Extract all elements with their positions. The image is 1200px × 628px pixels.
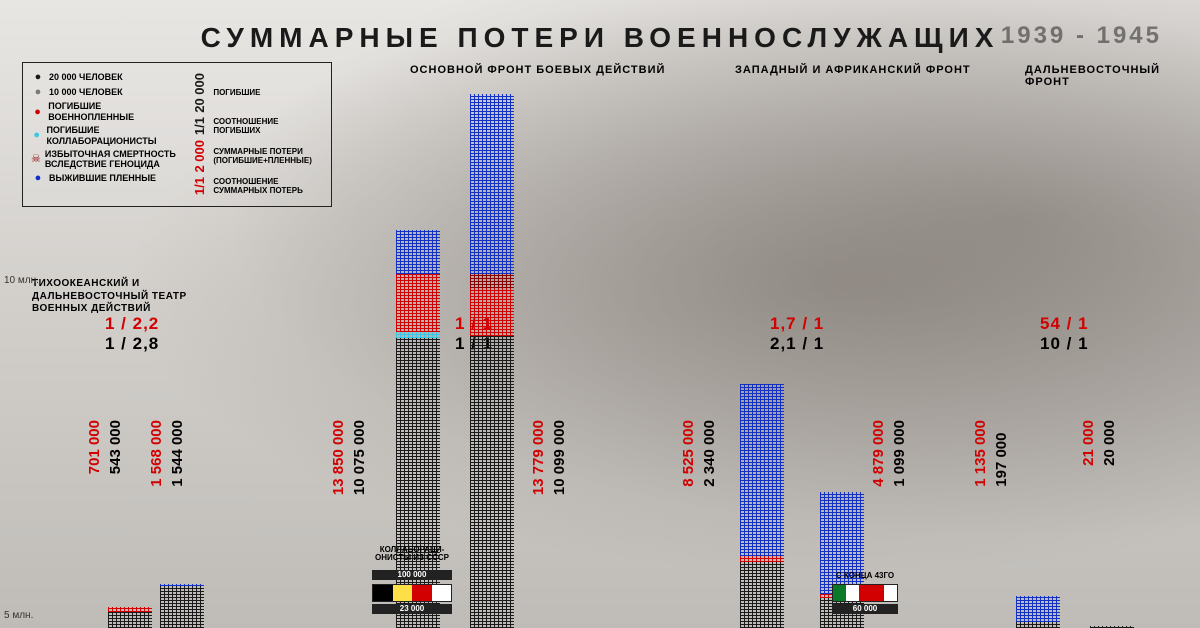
legend-sublabel: СООТНОШЕНИЕ СУММАРНЫХ ПОТЕРЬ [213, 177, 309, 196]
bar-segment [470, 274, 514, 288]
legend-label: 20 000 ЧЕЛОВЕК [49, 72, 123, 83]
legend-sublabel: СООТНОШЕНИЕ ПОГИБШИХ [213, 117, 309, 136]
legend-icon: ● [31, 71, 45, 84]
bar-segment [740, 384, 784, 556]
legend-icon: ☠ [31, 153, 41, 166]
value-black: 10 075 000 [351, 420, 368, 495]
bar-segment [1016, 622, 1060, 628]
collab-bottom: 23 000 [372, 604, 452, 614]
bar-stack [820, 88, 864, 628]
value-black: 1 099 000 [891, 420, 908, 487]
bar-segment [740, 562, 784, 628]
collab-flags [372, 584, 452, 602]
value-black: 10 099 000 [551, 420, 568, 495]
bar-stack [160, 88, 204, 628]
collab-top: 100 000 [372, 570, 452, 580]
bar-segment [396, 230, 440, 274]
legend-icon: ● [31, 172, 45, 185]
bar-segment [470, 94, 514, 274]
bar-stack [740, 88, 784, 628]
section-title: ЗАПАДНЫЙ И АФРИКАНСКИЙ ФРОНТ [735, 64, 971, 76]
years-label: 1939 - 1945 [1001, 22, 1162, 50]
bar-stack [108, 88, 152, 628]
value-red: 8 525 000 [680, 420, 697, 487]
value-black: 197 000 [993, 420, 1010, 487]
value-black: 2 340 000 [701, 420, 718, 487]
section-title: ДАЛЬНЕВОСТОЧНЫЙ ФРОНТ [1025, 64, 1200, 88]
legend-icon: ● [31, 106, 44, 119]
legend-sublabel: СУММАРНЫЕ ПОТЕРИ (ПОГИБШИЕ+ПЛЕННЫЕ) [213, 147, 309, 166]
flag43-label: С КОНЦА 43ГО [832, 572, 898, 580]
bar-stack [1090, 88, 1134, 628]
bar-stack [470, 88, 514, 628]
bar-segment [1016, 596, 1060, 622]
bar-segment [396, 274, 440, 332]
value-red: 701 000 [86, 420, 103, 474]
bar-stack [1016, 88, 1060, 628]
value-red: 13 850 000 [330, 420, 347, 495]
legend-sublabel: ПОГИБШИЕ [213, 88, 309, 98]
value-red: 13 779 000 [530, 420, 547, 495]
bar-segment [470, 336, 514, 628]
axis-5m: 5 млн. [4, 610, 33, 621]
flag43-value: 60 000 [832, 604, 898, 614]
value-red: 4 879 000 [870, 420, 887, 487]
bar-segment [470, 288, 514, 336]
bar-segment [108, 612, 152, 628]
flag43-flags [832, 584, 898, 602]
section-title: ОСНОВНОЙ ФРОНТ БОЕВЫХ ДЕЙСТВИЙ [410, 64, 665, 76]
axis-10m: 10 млн. [4, 275, 39, 286]
bar-segment [160, 586, 204, 628]
value-red: 1 135 000 [972, 420, 989, 487]
legend-icon: ● [31, 129, 42, 142]
collab-label: КОЛЛАБОРАЦИ-ОНИСТЫ ИЗ СССР [372, 546, 452, 563]
legend-icon: ● [31, 86, 45, 99]
